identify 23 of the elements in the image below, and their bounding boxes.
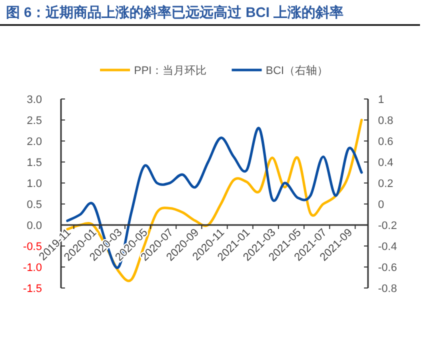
chart-title: 图 6：近期商品上涨的斜率已远远高过 BCI 上涨的斜率 — [6, 4, 344, 20]
y2-tick-label: 1 — [378, 94, 384, 106]
y-tick-label: 3.0 — [26, 94, 42, 106]
y2-tick-label: 0.8 — [378, 115, 394, 127]
y-tick-label: 0.0 — [26, 220, 42, 232]
y2-tick-label: 0 — [378, 199, 384, 211]
y-tick-label: -0.5 — [23, 241, 42, 253]
y-tick-label: 2.0 — [26, 136, 42, 148]
y2-tick-label: 0.4 — [378, 157, 394, 169]
y-tick-label: 1.0 — [26, 178, 42, 190]
legend-label: BCI（右轴） — [266, 64, 328, 77]
y-tick-label: -1.5 — [23, 283, 42, 295]
y-tick-label: 0.5 — [26, 199, 42, 211]
y2-tick-label: -0.2 — [378, 220, 397, 232]
y2-tick-label: -0.6 — [378, 262, 397, 274]
y2-tick-label: 0.6 — [378, 136, 394, 148]
legend-label: PPI：当月环比 — [134, 64, 207, 77]
y-tick-label: 1.5 — [26, 157, 42, 169]
y2-tick-label: -0.4 — [378, 241, 397, 253]
y-tick-label: 2.5 — [26, 115, 42, 127]
y2-tick-label: 0.2 — [378, 178, 394, 190]
y2-tick-label: -0.8 — [378, 283, 397, 295]
y-tick-label: -1.0 — [23, 262, 42, 274]
